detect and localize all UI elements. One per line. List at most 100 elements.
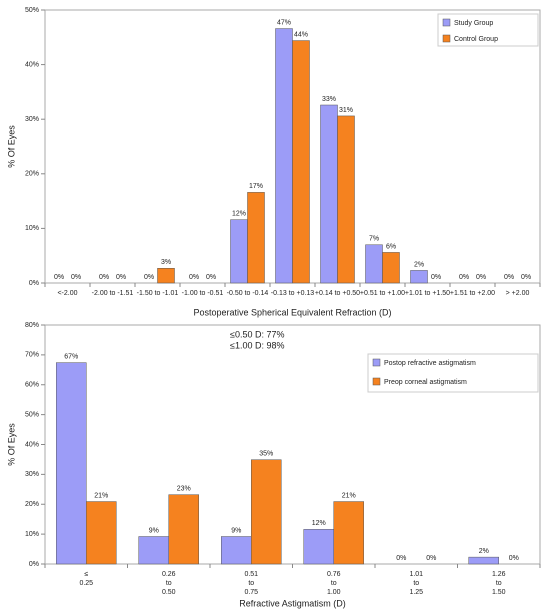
value-label: 0% xyxy=(459,274,469,281)
bar xyxy=(138,536,169,565)
value-label: 0% xyxy=(504,274,514,281)
value-label: 2% xyxy=(414,261,424,268)
value-label: 33% xyxy=(322,96,336,103)
x-tick-label: to xyxy=(496,580,502,587)
x-tick-label: -1.00 to -0.51 xyxy=(182,290,224,297)
bar xyxy=(303,529,334,565)
legend-label: Control Group xyxy=(454,36,498,43)
y-tick-label: 20% xyxy=(25,501,39,508)
x-tick-label: +1.51 to +2.00 xyxy=(450,290,495,297)
x-tick-label: to xyxy=(248,580,254,587)
x-tick-label: > +2.00 xyxy=(506,290,530,297)
bar xyxy=(275,28,293,284)
annotation: ≤0.50 D: 77% xyxy=(230,329,284,339)
y-tick-label: 10% xyxy=(25,225,39,232)
value-label: 0% xyxy=(426,555,436,562)
x-tick-label: 0.26 xyxy=(162,571,176,578)
y-tick-label: 40% xyxy=(25,441,39,448)
legend-label: Study Group xyxy=(454,20,493,27)
x-tick-label: 0.51 xyxy=(244,571,258,578)
bar xyxy=(221,536,252,565)
value-label: 21% xyxy=(94,492,108,499)
value-label: 0% xyxy=(116,274,126,281)
x-axis-label: Postoperative Spherical Equivalent Refra… xyxy=(193,307,391,317)
value-label: 0% xyxy=(431,274,441,281)
x-tick-label: -2.00 to -1.51 xyxy=(92,290,134,297)
value-label: 0% xyxy=(476,274,486,281)
x-tick-label: 0.75 xyxy=(244,589,258,596)
bar xyxy=(410,270,428,284)
bar xyxy=(168,494,199,565)
legend-swatch xyxy=(442,34,451,43)
bar xyxy=(56,362,87,565)
value-label: 0% xyxy=(521,274,531,281)
x-tick-label: -0.13 to +0.13 xyxy=(271,290,315,297)
bar xyxy=(251,459,282,565)
bar xyxy=(157,268,175,284)
annotation: ≤1.00 D: 98% xyxy=(230,340,284,350)
x-tick-label: 0.76 xyxy=(327,571,341,578)
y-axis-label: % Of Eyes xyxy=(6,125,16,168)
value-label: 0% xyxy=(71,274,81,281)
y-tick-label: 40% xyxy=(25,61,39,68)
value-label: 12% xyxy=(312,520,326,527)
value-label: 17% xyxy=(249,183,263,190)
bar xyxy=(247,192,265,284)
value-label: 23% xyxy=(177,486,191,493)
bar xyxy=(337,115,355,284)
value-label: 0% xyxy=(189,274,199,281)
value-label: 9% xyxy=(149,527,159,534)
value-label: 67% xyxy=(64,353,78,360)
x-tick-label: 1.50 xyxy=(492,589,506,596)
bar xyxy=(292,40,310,284)
value-label: 0% xyxy=(509,555,519,562)
y-axis-label: % Of Eyes xyxy=(6,423,16,466)
bar xyxy=(468,556,499,565)
value-label: 9% xyxy=(231,527,241,534)
y-tick-label: 70% xyxy=(25,352,39,359)
legend-box xyxy=(367,353,539,393)
legend-swatch xyxy=(372,358,381,367)
y-tick-label: 30% xyxy=(25,471,39,478)
x-tick-label: -1.50 to -1.01 xyxy=(137,290,179,297)
bar xyxy=(365,244,383,284)
value-label: 6% xyxy=(386,243,396,250)
y-tick-label: 30% xyxy=(25,116,39,123)
value-label: 0% xyxy=(206,274,216,281)
value-label: 7% xyxy=(369,236,379,243)
x-tick-label: ≤ xyxy=(84,571,88,578)
value-label: 44% xyxy=(294,31,308,38)
x-tick-label: +0.51 to +1.00 xyxy=(360,290,405,297)
value-label: 31% xyxy=(339,107,353,114)
bar xyxy=(230,219,248,284)
value-label: 47% xyxy=(277,19,291,26)
value-label: 2% xyxy=(479,548,489,555)
x-tick-label: <-2.00 xyxy=(57,290,77,297)
y-tick-label: 80% xyxy=(25,322,39,329)
legend-label: Preop corneal astigmatism xyxy=(384,379,467,386)
x-tick-label: 1.26 xyxy=(492,571,506,578)
bar xyxy=(333,501,364,565)
value-label: 0% xyxy=(144,274,154,281)
legend-label: Postop refractive astigmatism xyxy=(384,360,476,367)
bar xyxy=(382,252,400,284)
y-tick-label: 50% xyxy=(25,7,39,14)
y-tick-label: 0% xyxy=(29,561,39,568)
bar xyxy=(320,104,338,284)
x-tick-label: 1.25 xyxy=(409,589,423,596)
value-label: 21% xyxy=(342,492,356,499)
y-tick-label: 50% xyxy=(25,411,39,418)
x-tick-label: to xyxy=(413,580,419,587)
y-tick-label: 0% xyxy=(29,280,39,287)
value-label: 3% xyxy=(161,259,171,266)
x-tick-label: +0.14 to +0.50 xyxy=(315,290,360,297)
x-tick-label: 0.25 xyxy=(79,580,93,587)
value-label: 0% xyxy=(396,555,406,562)
y-tick-label: 10% xyxy=(25,531,39,538)
y-tick-label: 20% xyxy=(25,171,39,178)
x-axis-label: Refractive Astigmatism (D) xyxy=(239,598,346,608)
x-tick-label: 1.00 xyxy=(327,589,341,596)
x-tick-label: -0.50 to -0.14 xyxy=(227,290,269,297)
x-tick-label: to xyxy=(166,580,172,587)
